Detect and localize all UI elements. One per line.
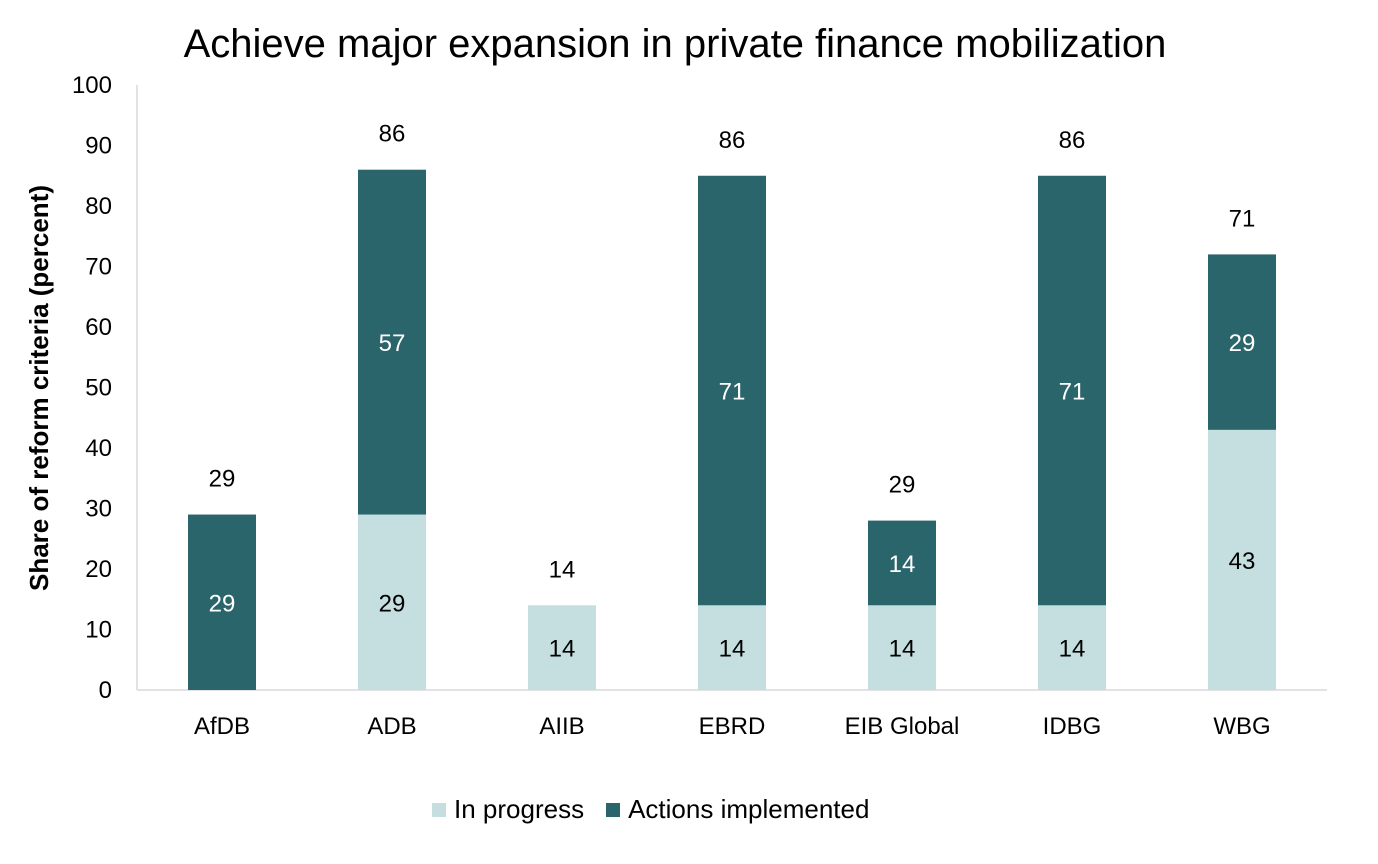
x-tick-label: IDBG <box>1043 713 1102 740</box>
x-tick-label: AIIB <box>539 713 584 740</box>
bar-segment-in-progress <box>528 605 596 690</box>
x-tick-label: WBG <box>1213 713 1270 740</box>
y-axis-title: Share of reform criteria (percent) <box>24 185 54 591</box>
total-label: 86 <box>379 121 406 148</box>
data-label: 29 <box>209 590 236 617</box>
total-label: 71 <box>1229 205 1256 232</box>
bar-segment-in-progress <box>698 605 766 690</box>
bar-segment-actions-implemented <box>358 169 426 515</box>
data-label: 29 <box>379 590 406 617</box>
y-tick-label: 0 <box>99 677 112 704</box>
x-tick-label: ADB <box>367 713 416 740</box>
total-label: 29 <box>209 466 236 493</box>
data-label: 71 <box>1059 379 1086 406</box>
legend-label-in-progress: In progress <box>454 794 585 824</box>
data-label: 14 <box>889 636 916 663</box>
x-tick-label: EIB Global <box>845 713 960 740</box>
data-labels: 29 29 29 57 86 14 14 14 71 86 14 14 29 14 71 86 43 29 71 <box>209 121 1256 663</box>
y-tick-label: 70 <box>85 254 112 281</box>
bar-segment-in-progress <box>868 605 936 690</box>
legend-swatch-actions-implemented <box>606 802 621 817</box>
total-label: 29 <box>889 472 916 499</box>
bars <box>188 169 1276 690</box>
data-label: 14 <box>549 636 576 663</box>
bar-segment-in-progress <box>1208 429 1276 690</box>
bar-segment-actions-implemented <box>1208 254 1276 430</box>
bar-segment-actions-implemented <box>188 514 256 690</box>
data-label: 14 <box>889 551 916 578</box>
y-tick-label: 40 <box>85 435 112 462</box>
x-tick-label: AfDB <box>194 713 250 740</box>
y-tick-label: 90 <box>85 133 112 160</box>
y-tick-label: 100 <box>72 72 112 99</box>
y-tick-label: 60 <box>85 314 112 341</box>
data-label: 71 <box>719 379 746 406</box>
data-label: 14 <box>719 636 746 663</box>
legend-label-actions-implemented: Actions implemented <box>628 794 870 824</box>
y-tick-label: 20 <box>85 556 112 583</box>
bar-segment-actions-implemented <box>698 175 766 606</box>
total-label: 86 <box>1059 127 1086 154</box>
bar-segment-actions-implemented <box>1038 175 1106 606</box>
total-label: 86 <box>719 127 746 154</box>
bar-segment-actions-implemented <box>868 520 936 606</box>
y-tick-label: 10 <box>85 617 112 644</box>
legend-swatch-in-progress <box>432 802 446 817</box>
total-label: 14 <box>549 556 576 583</box>
y-tick-label: 30 <box>85 496 112 523</box>
data-label: 43 <box>1229 548 1256 575</box>
y-tick-label: 50 <box>85 375 112 402</box>
legend-item-in-progress: In progress <box>432 794 584 825</box>
data-label: 29 <box>1229 330 1256 357</box>
data-label: 14 <box>1059 636 1086 663</box>
chart-title: Achieve major expansion in private finan… <box>183 22 1167 66</box>
data-label: 57 <box>379 330 406 357</box>
legend-item-actions-implemented: Actions implemented <box>606 794 869 825</box>
legend: In progress Actions implemented <box>432 794 891 825</box>
bar-segment-in-progress <box>1038 605 1106 690</box>
x-tick-label: EBRD <box>699 713 766 740</box>
bar-segment-in-progress <box>358 514 426 690</box>
y-tick-label: 80 <box>85 193 112 220</box>
